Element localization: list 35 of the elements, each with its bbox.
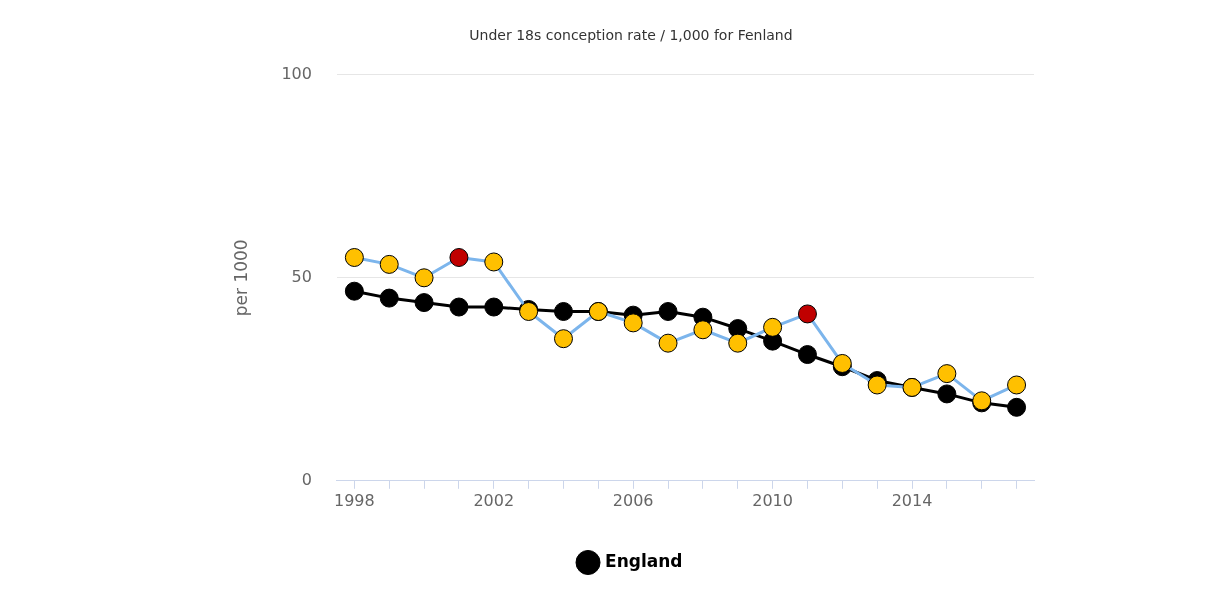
point <box>797 304 817 324</box>
point <box>658 333 678 353</box>
point <box>1007 375 1027 395</box>
chart-title: Under 18s conception rate / 1,000 for Fenland <box>469 27 793 44</box>
y-axis-title: per 1000 <box>230 239 251 317</box>
x-tick-label: 2006 <box>612 490 654 510</box>
point <box>414 293 434 313</box>
point <box>379 288 399 308</box>
point <box>937 364 957 384</box>
point <box>1007 397 1027 417</box>
y-tick-label: 100 <box>281 63 312 83</box>
point <box>797 345 817 365</box>
point <box>553 302 573 321</box>
x-tick-label: 2014 <box>891 490 933 510</box>
x-tick-label: 2010 <box>752 490 793 510</box>
point <box>449 297 469 317</box>
point <box>414 268 434 288</box>
point <box>379 254 399 274</box>
point <box>693 320 713 340</box>
point <box>484 252 504 272</box>
legend-label: England <box>605 550 683 571</box>
point <box>344 281 364 301</box>
point <box>484 297 504 317</box>
point <box>623 313 643 333</box>
point <box>449 248 469 267</box>
point <box>763 317 783 337</box>
x-tick-label: 1998 <box>334 490 375 510</box>
x-tick-label: 2002 <box>473 490 515 510</box>
point <box>344 248 364 267</box>
point <box>553 329 573 349</box>
point <box>937 384 957 404</box>
point <box>728 333 748 353</box>
point <box>658 302 678 321</box>
y-tick-label: 50 <box>291 266 312 286</box>
y-tick-label: 0 <box>301 469 312 489</box>
